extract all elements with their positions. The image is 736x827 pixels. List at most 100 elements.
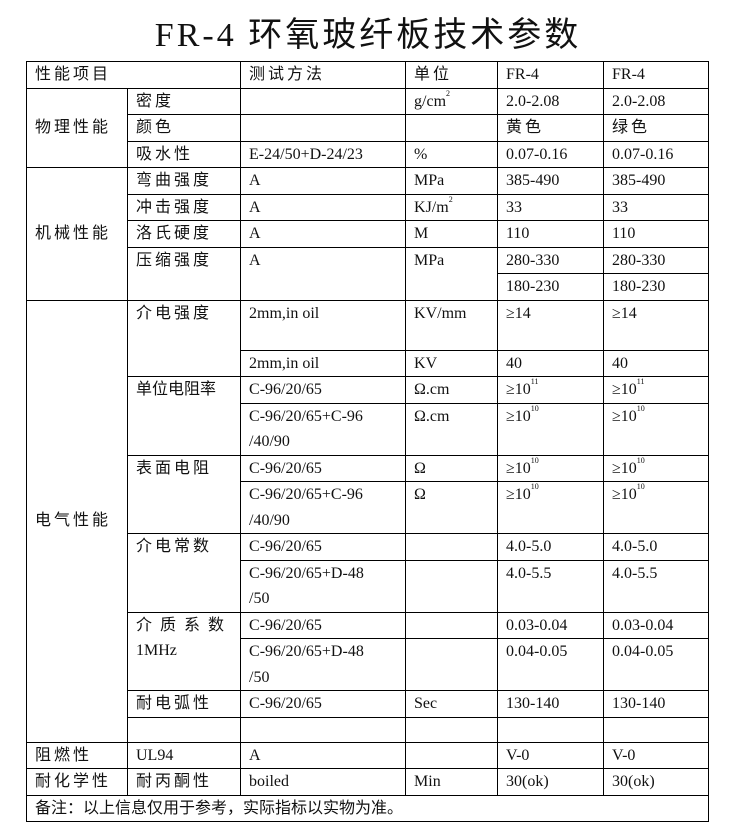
value-2: 4.0-5.0 xyxy=(603,533,710,561)
value-2: 130-140 xyxy=(603,690,710,718)
group-physical: 物理性能 xyxy=(26,87,128,168)
method: C-96/20/65 xyxy=(240,690,407,718)
value-1: 33 xyxy=(497,193,605,221)
empty-row xyxy=(27,716,710,743)
method: C-96/20/65 xyxy=(240,533,407,561)
unit: Ω.cm xyxy=(405,402,499,456)
value-2: 4.0-5.5 xyxy=(603,559,710,613)
value-base: ≥10 xyxy=(506,486,531,503)
method: A xyxy=(240,220,407,248)
unit-text: KJ/m xyxy=(414,198,449,216)
empty-cell xyxy=(240,716,407,743)
value-exponent: 10 xyxy=(530,482,539,491)
unit xyxy=(405,611,499,639)
value-1: 4.0-5.0 xyxy=(497,533,605,561)
unit-sup: 2 xyxy=(446,88,451,98)
header-col2: FR-4 xyxy=(603,61,710,89)
table-row: 单位电阻率 C-96/20/65 Ω.cm ≥1011 ≥1011 xyxy=(27,376,710,456)
method: A xyxy=(240,741,407,769)
value-exponent: 10 xyxy=(636,482,645,491)
value-1: ≥14 xyxy=(497,299,605,351)
empty-cell xyxy=(497,716,605,743)
prop-name: 耐电弧性 xyxy=(126,690,242,718)
value-base: ≥10 xyxy=(612,459,637,477)
unit: Ω xyxy=(405,481,499,534)
unit: Sec xyxy=(405,690,499,718)
unit: % xyxy=(405,140,499,168)
value-1: 385-490 xyxy=(497,167,605,195)
value-2: V-0 xyxy=(603,741,710,769)
method: E-24/50+D-24/23 xyxy=(240,140,407,168)
value-1: 2.0-2.08 xyxy=(497,87,605,115)
unit xyxy=(405,559,499,613)
value-2: 0.03-0.04 xyxy=(603,611,710,639)
group-flame: 阻燃性 xyxy=(26,741,128,769)
value-base: ≥10 xyxy=(506,459,531,477)
prop-name: 颜色 xyxy=(126,114,242,142)
value-exponent: 10 xyxy=(636,455,645,465)
method: A xyxy=(240,246,407,301)
value-1: 280-330 xyxy=(497,246,605,274)
value-1: 4.0-5.5 xyxy=(497,559,605,613)
table-row: 耐化学性 耐丙酮性 boiled Min 30(ok) 30(ok) xyxy=(26,768,710,796)
prop-name: 介电常数 xyxy=(126,533,242,613)
method: C-96/20/65+C-96 /40/90 xyxy=(240,402,407,456)
method xyxy=(240,114,407,142)
value-1: 0.07-0.16 xyxy=(497,140,605,168)
value-1: V-0 xyxy=(497,741,605,769)
table-row: 机械性能 弯曲强度 A MPa 385-490 385-490 xyxy=(26,167,710,301)
method xyxy=(240,87,407,115)
prop-name: UL94 xyxy=(126,741,242,769)
prop-name: 冲击强度 xyxy=(126,193,242,221)
group-chemical: 耐化学性 xyxy=(26,768,128,796)
unit xyxy=(405,638,499,691)
value-1: 黄色 xyxy=(497,114,605,142)
table-row: 颜色 黄色 绿色 xyxy=(27,114,710,142)
value-exponent: 10 xyxy=(530,455,539,465)
table-row: 电气性能 介电强度 2mm,in oil KV/mm ≥14 ≥14 xyxy=(26,299,710,743)
value-2: ≥1010 xyxy=(603,402,710,456)
value-2: 110 xyxy=(603,220,710,248)
value-2: 385-490 xyxy=(603,167,710,195)
prop-name: 密度 xyxy=(126,87,242,115)
method: boiled xyxy=(240,768,407,796)
value-2: ≥1010 xyxy=(603,454,710,482)
table-row: 表面电阻 C-96/20/65 Ω ≥1010 ≥1010 xyxy=(27,454,710,534)
prop-name: 单位电阻率 xyxy=(126,376,242,456)
table-row: 2mm,in oil KV 40 40 xyxy=(27,349,710,377)
unit: g/cm2 xyxy=(405,87,499,115)
prop-name: 弯曲强度 xyxy=(126,167,242,195)
value-2: 280-330 xyxy=(603,246,710,274)
unit xyxy=(405,741,499,769)
prop-name-line1: 介质系数 xyxy=(136,616,233,634)
method: 2mm,in oil xyxy=(240,299,407,351)
value-2: ≥14 xyxy=(603,299,710,351)
table-row: 180-230 180-230 xyxy=(27,273,710,301)
value-2: 2.0-2.08 xyxy=(603,87,710,115)
empty-cell xyxy=(405,716,499,743)
note-row: 备注：以上信息仅用于参考，实际指标以实物为准。 xyxy=(25,794,710,822)
unit: KJ/m2 xyxy=(405,193,499,221)
value-2: 33 xyxy=(603,193,710,221)
table-row: 介质系数 1MHz C-96/20/65 0.03-0.04 0.03-0.04 xyxy=(27,611,710,691)
table-row: 阻燃性 UL94 A V-0 V-0 xyxy=(26,741,710,769)
value-1: ≥1010 xyxy=(497,402,605,456)
unit-text: g/cm xyxy=(414,92,447,110)
prop-name: 介电强度 xyxy=(126,299,242,377)
table-row: C-96/20/65+D-48 /50 0.04-0.05 0.04-0.05 xyxy=(27,638,710,691)
unit: Ω.cm xyxy=(405,376,499,404)
empty-cell xyxy=(126,716,242,743)
value-exponent: 11 xyxy=(530,377,539,386)
prop-name: 洛氏硬度 xyxy=(126,220,242,248)
method: C-96/20/65+D-48 /50 xyxy=(240,559,407,613)
unit-sup: 2 xyxy=(448,194,453,204)
prop-name-line2: 1MHz xyxy=(136,642,177,659)
value-2: ≥1010 xyxy=(603,481,710,534)
value-1: ≥1010 xyxy=(497,481,605,534)
method: C-96/20/65+C-96 /40/90 xyxy=(240,481,407,534)
value-2: ≥1011 xyxy=(603,376,710,404)
empty-cell xyxy=(603,716,710,743)
table-row: 冲击强度 A KJ/m2 33 33 xyxy=(27,193,710,221)
unit: KV/mm xyxy=(405,299,499,351)
value-2: 30(ok) xyxy=(603,768,710,796)
